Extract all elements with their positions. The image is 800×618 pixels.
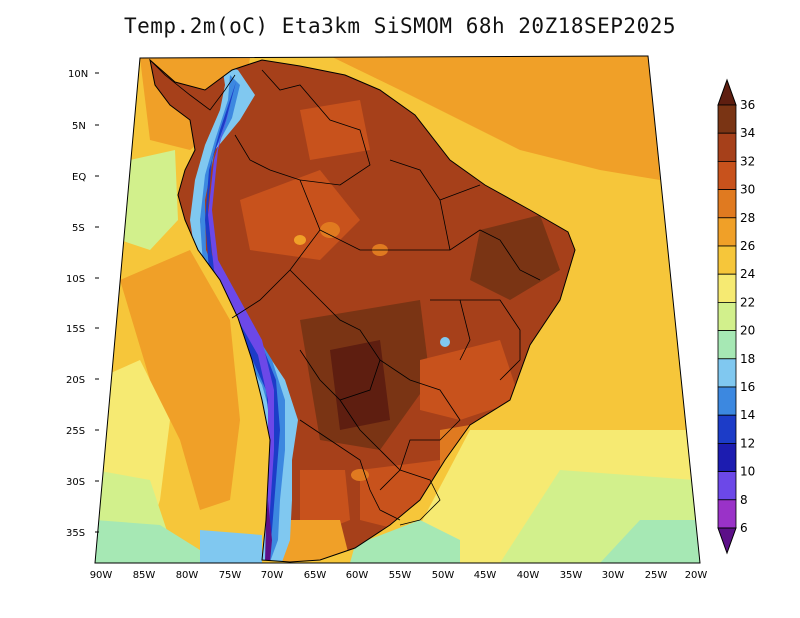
lat-label: 10N <box>68 69 88 80</box>
colorbar-swatch <box>717 189 737 219</box>
colorbar-label: 22 <box>740 295 755 309</box>
colorbar-swatch <box>717 273 737 303</box>
colorbar-bottom-arrow <box>717 527 737 555</box>
lon-label: 40W <box>517 570 540 581</box>
lon-label: 20W <box>685 570 708 581</box>
lat-label: 20S <box>66 375 85 386</box>
lat-label: 5N <box>72 121 86 132</box>
colorbar-swatch <box>717 104 737 134</box>
colorbar-label: 36 <box>740 98 755 112</box>
lon-label: 80W <box>176 570 199 581</box>
colorbar-swatch <box>717 132 737 162</box>
lon-label: 25W <box>645 570 668 581</box>
lon-label: 30W <box>602 570 625 581</box>
colorbar-label: 24 <box>740 267 755 281</box>
lon-label: 90W <box>90 570 113 581</box>
colorbar-label: 14 <box>740 408 755 422</box>
colorbar-swatch <box>717 442 737 472</box>
colorbar-swatch <box>717 414 737 444</box>
colorbar-swatch <box>717 471 737 501</box>
colorbar-swatch <box>717 499 737 529</box>
lat-label: 30S <box>66 477 85 488</box>
map-title: Temp.2m(oC) Eta3km SiSMOM 68h 20Z18SEP20… <box>123 14 676 38</box>
colorbar-label: 34 <box>740 126 755 140</box>
lon-label: 65W <box>304 570 327 581</box>
lon-labels: 90W 85W 80W 75W 70W 65W 60W 55W 50W 45W … <box>90 570 708 581</box>
colorbar-label: 16 <box>740 380 755 394</box>
axis-ticks <box>95 72 99 533</box>
lat-label: 35S <box>66 528 85 539</box>
colorbar-swatch <box>717 330 737 360</box>
colorbar-label: 18 <box>740 352 755 366</box>
lat-label: 15S <box>66 324 85 335</box>
lat-label: 25S <box>66 426 85 437</box>
colorbar-swatch <box>717 386 737 416</box>
lon-label: 35W <box>560 570 583 581</box>
colorbar-label: 32 <box>740 154 755 168</box>
lat-labels: 10N 5N EQ 5S 10S 15S 20S 25S 30S 35S <box>66 69 88 539</box>
colorbar-label: 12 <box>740 436 755 450</box>
colorbar-label: 30 <box>740 183 755 197</box>
lon-label: 70W <box>261 570 284 581</box>
colorbar-swatch <box>717 245 737 275</box>
borders <box>149 59 576 563</box>
lon-label: 55W <box>389 570 412 581</box>
colorbar-top-arrow <box>717 78 737 106</box>
lon-label: 75W <box>219 570 242 581</box>
colorbar-label: 8 <box>740 493 748 507</box>
colorbar-label: 28 <box>740 211 755 225</box>
colorbar-label: 26 <box>740 239 755 253</box>
lat-label: 5S <box>72 223 85 234</box>
colorbar-label: 10 <box>740 465 755 479</box>
colorbar-swatch <box>717 217 737 247</box>
lat-label: 10S <box>66 274 85 285</box>
lat-label: EQ <box>72 172 86 183</box>
map-frame <box>94 55 701 564</box>
lon-label: 85W <box>133 570 156 581</box>
colorbar: 36 34 32 30 28 26 24 22 20 18 16 14 12 10 8 6 <box>717 78 755 555</box>
lon-label: 60W <box>346 570 369 581</box>
colorbar-label: 6 <box>740 521 748 535</box>
colorbar-label: 20 <box>740 324 755 338</box>
colorbar-swatch <box>717 358 737 388</box>
colorbar-swatch <box>717 160 737 190</box>
colorbar-swatch <box>717 301 737 331</box>
lon-label: 45W <box>474 570 497 581</box>
lon-label: 50W <box>432 570 455 581</box>
